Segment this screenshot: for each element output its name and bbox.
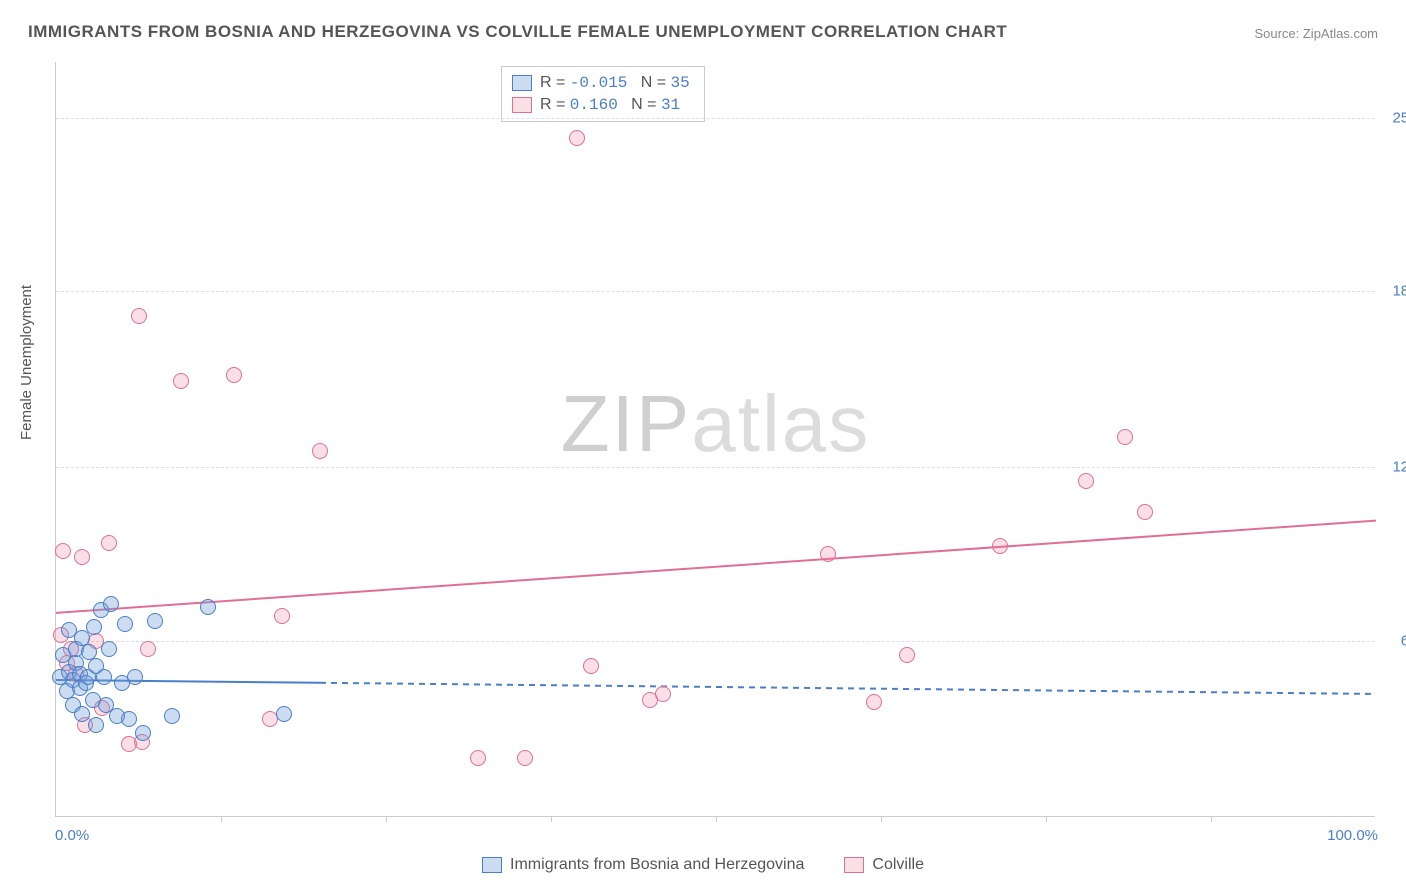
colville-point <box>131 308 147 324</box>
x-minor-tick <box>881 816 882 822</box>
x-minor-tick <box>386 816 387 822</box>
x-minor-tick <box>1211 816 1212 822</box>
colville-point <box>55 543 71 559</box>
bosnia-point <box>135 725 151 741</box>
colville-point <box>1078 473 1094 489</box>
colville-point <box>655 686 671 702</box>
x-minor-tick <box>716 816 717 822</box>
legend-stat-row: R = -0.015 N = 35 <box>512 72 690 94</box>
gridline-h <box>56 291 1375 292</box>
colville-point <box>583 658 599 674</box>
y-tick-label: 25.0% <box>1380 109 1406 126</box>
colville-point <box>569 130 585 146</box>
colville-point <box>226 367 242 383</box>
y-tick-label: 18.8% <box>1380 283 1406 300</box>
colville-point <box>992 538 1008 554</box>
bosnia-point <box>74 706 90 722</box>
bosnia-point <box>101 641 117 657</box>
colville-point <box>470 750 486 766</box>
x-minor-tick <box>551 816 552 822</box>
legend-series: Immigrants from Bosnia and Herzegovina Co… <box>0 856 1406 874</box>
bosnia-point <box>96 669 112 685</box>
legend-swatch-pink <box>512 97 532 113</box>
bosnia-point <box>88 717 104 733</box>
bosnia-point <box>103 596 119 612</box>
x-minor-tick <box>1046 816 1047 822</box>
gridline-h <box>56 467 1375 468</box>
legend-label: Immigrants from Bosnia and Herzegovina <box>510 856 804 874</box>
colville-point <box>1137 504 1153 520</box>
legend-swatch-pink-bottom <box>844 857 864 873</box>
colville-point <box>101 535 117 551</box>
colville-point <box>173 373 189 389</box>
colville-point <box>517 750 533 766</box>
bosnia-point <box>147 613 163 629</box>
bosnia-point <box>86 619 102 635</box>
x-tick-100: 100.0% <box>1327 827 1378 844</box>
legend-item-pink: Colville <box>844 856 924 874</box>
colville-point <box>74 549 90 565</box>
colville-point <box>140 641 156 657</box>
y-tick-label: 6.3% <box>1380 632 1406 649</box>
y-axis-label: Female Unemployment <box>18 285 35 440</box>
source-label: Source: ZipAtlas.com <box>1254 26 1378 41</box>
colville-point <box>899 647 915 663</box>
plot-area: ZIPatlas R = -0.015 N = 35R = 0.160 N = … <box>55 62 1375 817</box>
bosnia-point <box>121 711 137 727</box>
bosnia-point <box>127 669 143 685</box>
colville-point <box>866 694 882 710</box>
gridline-h <box>56 118 1375 119</box>
x-tick-0: 0.0% <box>55 827 89 844</box>
gridline-h <box>56 641 1375 642</box>
bosnia-point <box>276 706 292 722</box>
x-minor-tick <box>221 816 222 822</box>
colville-point <box>312 443 328 459</box>
watermark: ZIPatlas <box>561 378 870 470</box>
bosnia-point <box>200 599 216 615</box>
bosnia-point <box>164 708 180 724</box>
bosnia-point <box>117 616 133 632</box>
trend-svg <box>56 62 1376 817</box>
chart-title: IMMIGRANTS FROM BOSNIA AND HERZEGOVINA V… <box>28 22 1007 42</box>
legend-label: Colville <box>872 856 924 874</box>
legend-stat-row: R = 0.160 N = 31 <box>512 94 690 116</box>
colville-point <box>274 608 290 624</box>
legend-stats: R = -0.015 N = 35R = 0.160 N = 31 <box>501 66 705 122</box>
colville-point <box>820 546 836 562</box>
legend-swatch-blue <box>512 75 532 91</box>
y-tick-label: 12.5% <box>1380 459 1406 476</box>
legend-swatch-blue-bottom <box>482 857 502 873</box>
colville-point <box>1117 429 1133 445</box>
legend-item-blue: Immigrants from Bosnia and Herzegovina <box>482 856 804 874</box>
